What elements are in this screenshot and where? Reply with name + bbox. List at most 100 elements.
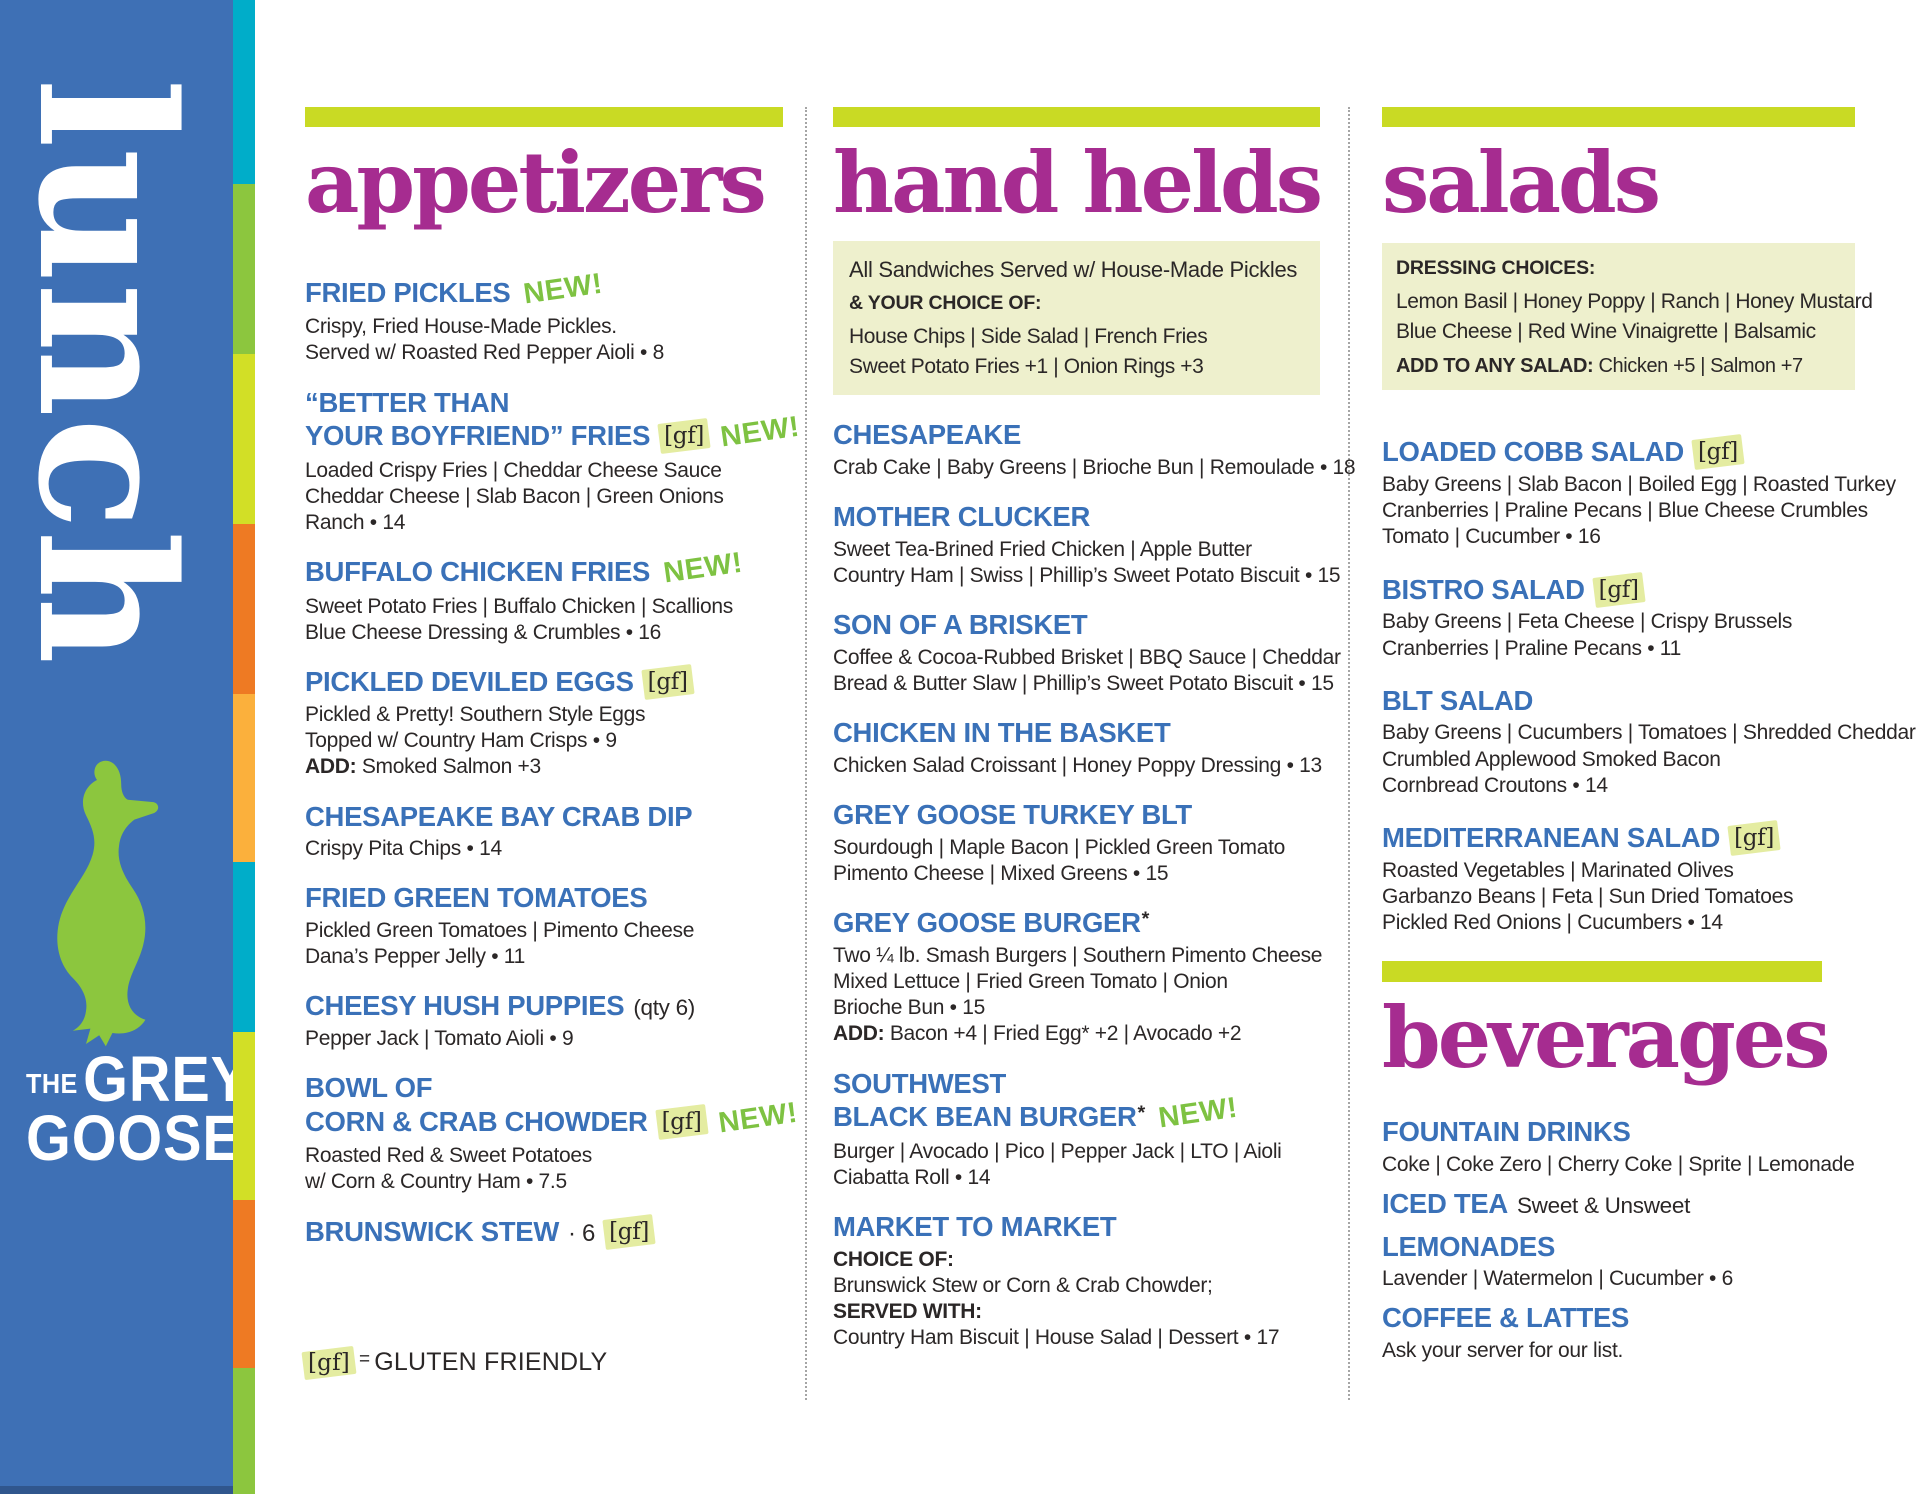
item-description: Crispy Pita Chips • 14	[305, 837, 502, 861]
gluten-friendly-badge: [gf]	[661, 422, 707, 450]
hand-helds-column: hand helds All Sandwiches Served w/ Hous…	[833, 107, 1356, 1371]
section-title-hand-helds: hand helds	[833, 133, 1323, 232]
brand-grey: GREY	[83, 1043, 250, 1115]
stripe-segment	[233, 1368, 255, 1494]
gluten-friendly-badge: [gf]	[305, 1350, 353, 1376]
item-description: Crispy, Fried House-Made Pickles. Served…	[305, 315, 664, 365]
item-name: ICED TEA Sweet & Unsweet	[1382, 1187, 1691, 1219]
new-badge: NEW!	[661, 547, 745, 590]
menu-item: BOWL OF CORN & CRAB CHOWDER [gf] NEW! Roas…	[305, 1071, 799, 1195]
brand-logo: THE GREY GOOSE	[26, 1047, 249, 1174]
item-name: GREY GOOSE BURGER*	[833, 907, 1150, 939]
item-description: Pickled & Pretty! Southern Style Eggs To…	[305, 702, 646, 779]
dressing-info-box: DRESSING CHOICES: Lemon Basil | Honey Po…	[1382, 242, 1873, 391]
item-description: Chicken Salad Croissant | Honey Poppy Dr…	[833, 753, 1322, 777]
section-accent-bar	[1382, 107, 1855, 127]
item-description: Baby Greens | Slab Bacon | Boiled Egg | …	[1382, 472, 1896, 549]
item-description: Roasted Red & Sweet Potatoes w/ Corn & C…	[305, 1144, 592, 1194]
menu-item: CHESAPEAKE Crab Cake | Baby Greens | Bri…	[833, 418, 1356, 481]
item-note: Sweet & Unsweet	[1516, 1192, 1691, 1218]
item-name: BUFFALO CHICKEN FRIES NEW!	[305, 547, 783, 590]
section-title-appetizers: appetizers	[305, 133, 767, 232]
stripe-segment	[233, 184, 255, 354]
menu-item: FOUNTAIN DRINKS Coke | Coke Zero | Cherr…	[1382, 1115, 1855, 1178]
menu-item: MEDITERRANEAN SALAD [gf] Roasted Vegetabl…	[1382, 821, 1855, 936]
brand-goose: GOOSE	[26, 1101, 242, 1174]
menu-item: COFFEE & LATTES Ask your server for our …	[1382, 1301, 1855, 1364]
item-name: FOUNTAIN DRINKS	[1382, 1116, 1631, 1148]
sidebar: lunch THE GREY GOOSE	[0, 0, 249, 1494]
menu-item: BRUNSWICK STEW · 6 [gf]	[305, 1215, 783, 1249]
item-description: Pepper Jack | Tomato Aioli • 9	[305, 1026, 574, 1050]
menu-item: BLT SALAD Baby Greens | Cucumbers | Toma…	[1382, 684, 1916, 799]
menu-item: LOADED COBB SALAD [gf] Baby Greens | Slab…	[1382, 435, 1896, 550]
item-description: CHOICE OF: Brunswick Stew or Corn & Crab…	[833, 1247, 1280, 1350]
section-accent-bar	[305, 107, 783, 127]
stripe-segment	[233, 1200, 255, 1368]
menu-title-lunch: lunch	[0, 78, 215, 665]
section-accent-bar	[833, 107, 1320, 127]
item-description: Coke | Coke Zero | Cherry Coke | Sprite …	[1382, 1152, 1855, 1176]
item-name: CHESAPEAKE	[833, 419, 1022, 451]
item-name: PICKLED DEVILED EGGS [gf]	[305, 665, 783, 699]
item-description: Baby Greens | Cucumbers | Tomatoes | Shr…	[1382, 721, 1916, 797]
add-label: ADD:	[305, 755, 357, 779]
item-description: Crab Cake | Baby Greens | Brioche Bun | …	[833, 455, 1356, 479]
menu-item: MARKET TO MARKET CHOICE OF: Brunswick St…	[833, 1210, 1320, 1352]
menu-item: PICKLED DEVILED EGGS [gf] Pickled & Prett…	[305, 665, 783, 780]
footnote-label: GLUTEN FRIENDLY	[374, 1348, 608, 1376]
item-name: MARKET TO MARKET	[833, 1211, 1117, 1243]
item-description: Ask your server for our list.	[1382, 1338, 1624, 1362]
gluten-friendly-badge: [gf]	[659, 1108, 705, 1136]
add-to-salad-label: ADD TO ANY SALAD:	[1396, 355, 1594, 378]
gluten-friendly-badge: [gf]	[1731, 824, 1777, 852]
item-name: LEMONADES	[1382, 1230, 1556, 1262]
item-name: LOADED COBB SALAD [gf]	[1382, 435, 1855, 469]
menu-item: “BETTER THAN YOUR BOYFRIEND” FRIES [gf] NE…	[305, 386, 802, 537]
item-description: Coffee & Cocoa-Rubbed Brisket | BBQ Sauc…	[833, 645, 1341, 696]
item-note: (qty 6)	[633, 995, 695, 1021]
item-name: FRIED GREEN TOMATOES	[305, 882, 648, 914]
menu-item: SOUTHWEST BLACK BEAN BURGER* NEW! Burger …	[833, 1067, 1320, 1191]
appetizers-column: appetizers FRIED PICKLES NEW! Crispy, Fri…	[305, 107, 802, 1267]
item-description: Roasted Vegetables | Marinated Olives Ga…	[1382, 858, 1794, 935]
equals-sign: =	[358, 1349, 371, 1370]
goose-logo-icon	[57, 760, 159, 1047]
item-description: Sweet Potato Fries | Buffalo Chicken | S…	[305, 594, 734, 644]
brand-the: THE	[26, 1067, 78, 1099]
menu-item: GREY GOOSE BURGER* Two ¼ lb. Smash Burge…	[833, 906, 1322, 1048]
sandwich-info-box: All Sandwiches Served w/ House-Made Pick…	[833, 240, 1320, 396]
gluten-friendly-badge: [gf]	[606, 1218, 652, 1246]
section-accent-bar	[1382, 961, 1822, 983]
item-name: MOTHER CLUCKER	[833, 501, 1091, 533]
stripe-segment	[233, 862, 255, 1032]
section-title-salads: salads	[1382, 133, 1661, 232]
consumer-advisory-asterisk: *	[1141, 908, 1150, 931]
item-name: CORN & CRAB CHOWDER [gf] NEW!	[305, 1096, 799, 1140]
salads-column: salads DRESSING CHOICES: Lemon Basil | H…	[1382, 107, 1916, 1373]
menu-item: MOTHER CLUCKER Sweet Tea-Brined Fried Ch…	[833, 500, 1341, 589]
item-price: · 6	[567, 1219, 596, 1247]
menu-item: CHESAPEAKE BAY CRAB DIP Crispy Pita Chip…	[305, 800, 783, 863]
item-name: CHEESY HUSH PUPPIES (qty 6)	[305, 990, 695, 1022]
menu-item: FRIED GREEN TOMATOES Pickled Green Tomat…	[305, 881, 783, 970]
gluten-friendly-footnote: [gf] = GLUTEN FRIENDLY	[305, 1348, 607, 1377]
served-with-label: SERVED WITH:	[833, 1300, 982, 1324]
menu-item: LEMONADES Lavender | Watermelon | Cucumb…	[1382, 1230, 1855, 1293]
menu-item: BUFFALO CHICKEN FRIES NEW! Sweet Potato F…	[305, 547, 783, 646]
column-divider	[805, 107, 807, 1400]
item-name: COFFEE & LATTES	[1382, 1302, 1630, 1334]
item-description: Lavender | Watermelon | Cucumber • 6	[1382, 1267, 1734, 1291]
stripe-segment	[233, 694, 255, 862]
gluten-friendly-badge: [gf]	[1695, 438, 1741, 466]
menu-item: CHEESY HUSH PUPPIES (qty 6) Pepper Jack |…	[305, 989, 783, 1052]
item-description: Sourdough | Maple Bacon | Pickled Green …	[833, 835, 1285, 885]
item-name: SON OF A BRISKET	[833, 609, 1088, 641]
stripe-segment	[233, 0, 255, 184]
item-name: MEDITERRANEAN SALAD [gf]	[1382, 821, 1855, 855]
menu-item: SON OF A BRISKET Coffee & Cocoa-Rubbed B…	[833, 608, 1341, 697]
stripe-segment	[233, 524, 255, 694]
choice-of-label: CHOICE OF:	[833, 1247, 954, 1271]
item-description: Burger | Avocado | Pico | Pepper Jack | …	[833, 1139, 1282, 1189]
